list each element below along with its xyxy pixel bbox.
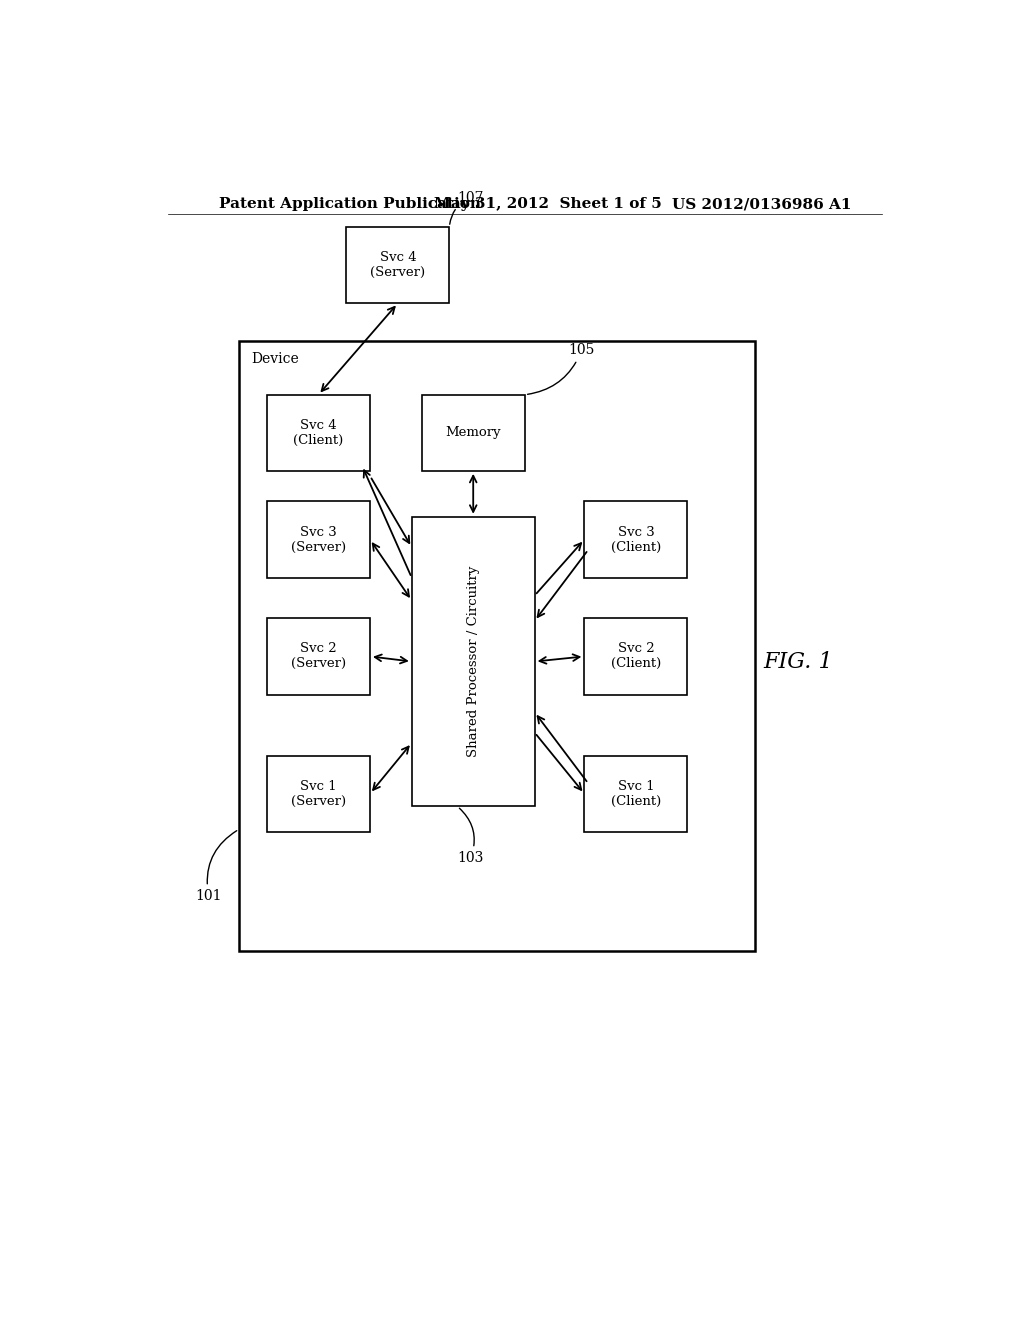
Text: 101: 101 xyxy=(196,830,237,903)
Bar xyxy=(585,502,687,578)
Text: 103: 103 xyxy=(458,808,483,865)
Text: 105: 105 xyxy=(527,343,595,395)
Text: Svc 3
(Client): Svc 3 (Client) xyxy=(610,525,662,553)
Text: Svc 3
(Server): Svc 3 (Server) xyxy=(291,525,346,553)
Text: Patent Application Publication: Patent Application Publication xyxy=(219,197,481,211)
Text: Memory: Memory xyxy=(445,426,501,440)
Text: Device: Device xyxy=(251,351,299,366)
Text: Shared Processor / Circuitry: Shared Processor / Circuitry xyxy=(467,566,479,758)
Bar xyxy=(267,755,370,832)
Text: Svc 4
(Server): Svc 4 (Server) xyxy=(371,251,425,279)
Bar xyxy=(240,342,755,952)
Bar xyxy=(346,227,450,304)
Text: Svc 1
(Server): Svc 1 (Server) xyxy=(291,780,346,808)
Text: Svc 1
(Client): Svc 1 (Client) xyxy=(610,780,662,808)
Text: Svc 2
(Server): Svc 2 (Server) xyxy=(291,643,346,671)
Bar xyxy=(585,755,687,832)
Text: FIG. 1: FIG. 1 xyxy=(764,651,834,672)
Bar xyxy=(412,516,535,807)
Bar xyxy=(267,502,370,578)
Text: May 31, 2012  Sheet 1 of 5: May 31, 2012 Sheet 1 of 5 xyxy=(433,197,662,211)
Bar xyxy=(267,618,370,694)
Text: Svc 4
(Client): Svc 4 (Client) xyxy=(293,418,344,447)
Bar xyxy=(585,618,687,694)
Text: Svc 2
(Client): Svc 2 (Client) xyxy=(610,643,662,671)
Text: 107: 107 xyxy=(450,190,484,224)
Bar xyxy=(422,395,524,471)
Text: US 2012/0136986 A1: US 2012/0136986 A1 xyxy=(672,197,851,211)
Bar xyxy=(267,395,370,471)
